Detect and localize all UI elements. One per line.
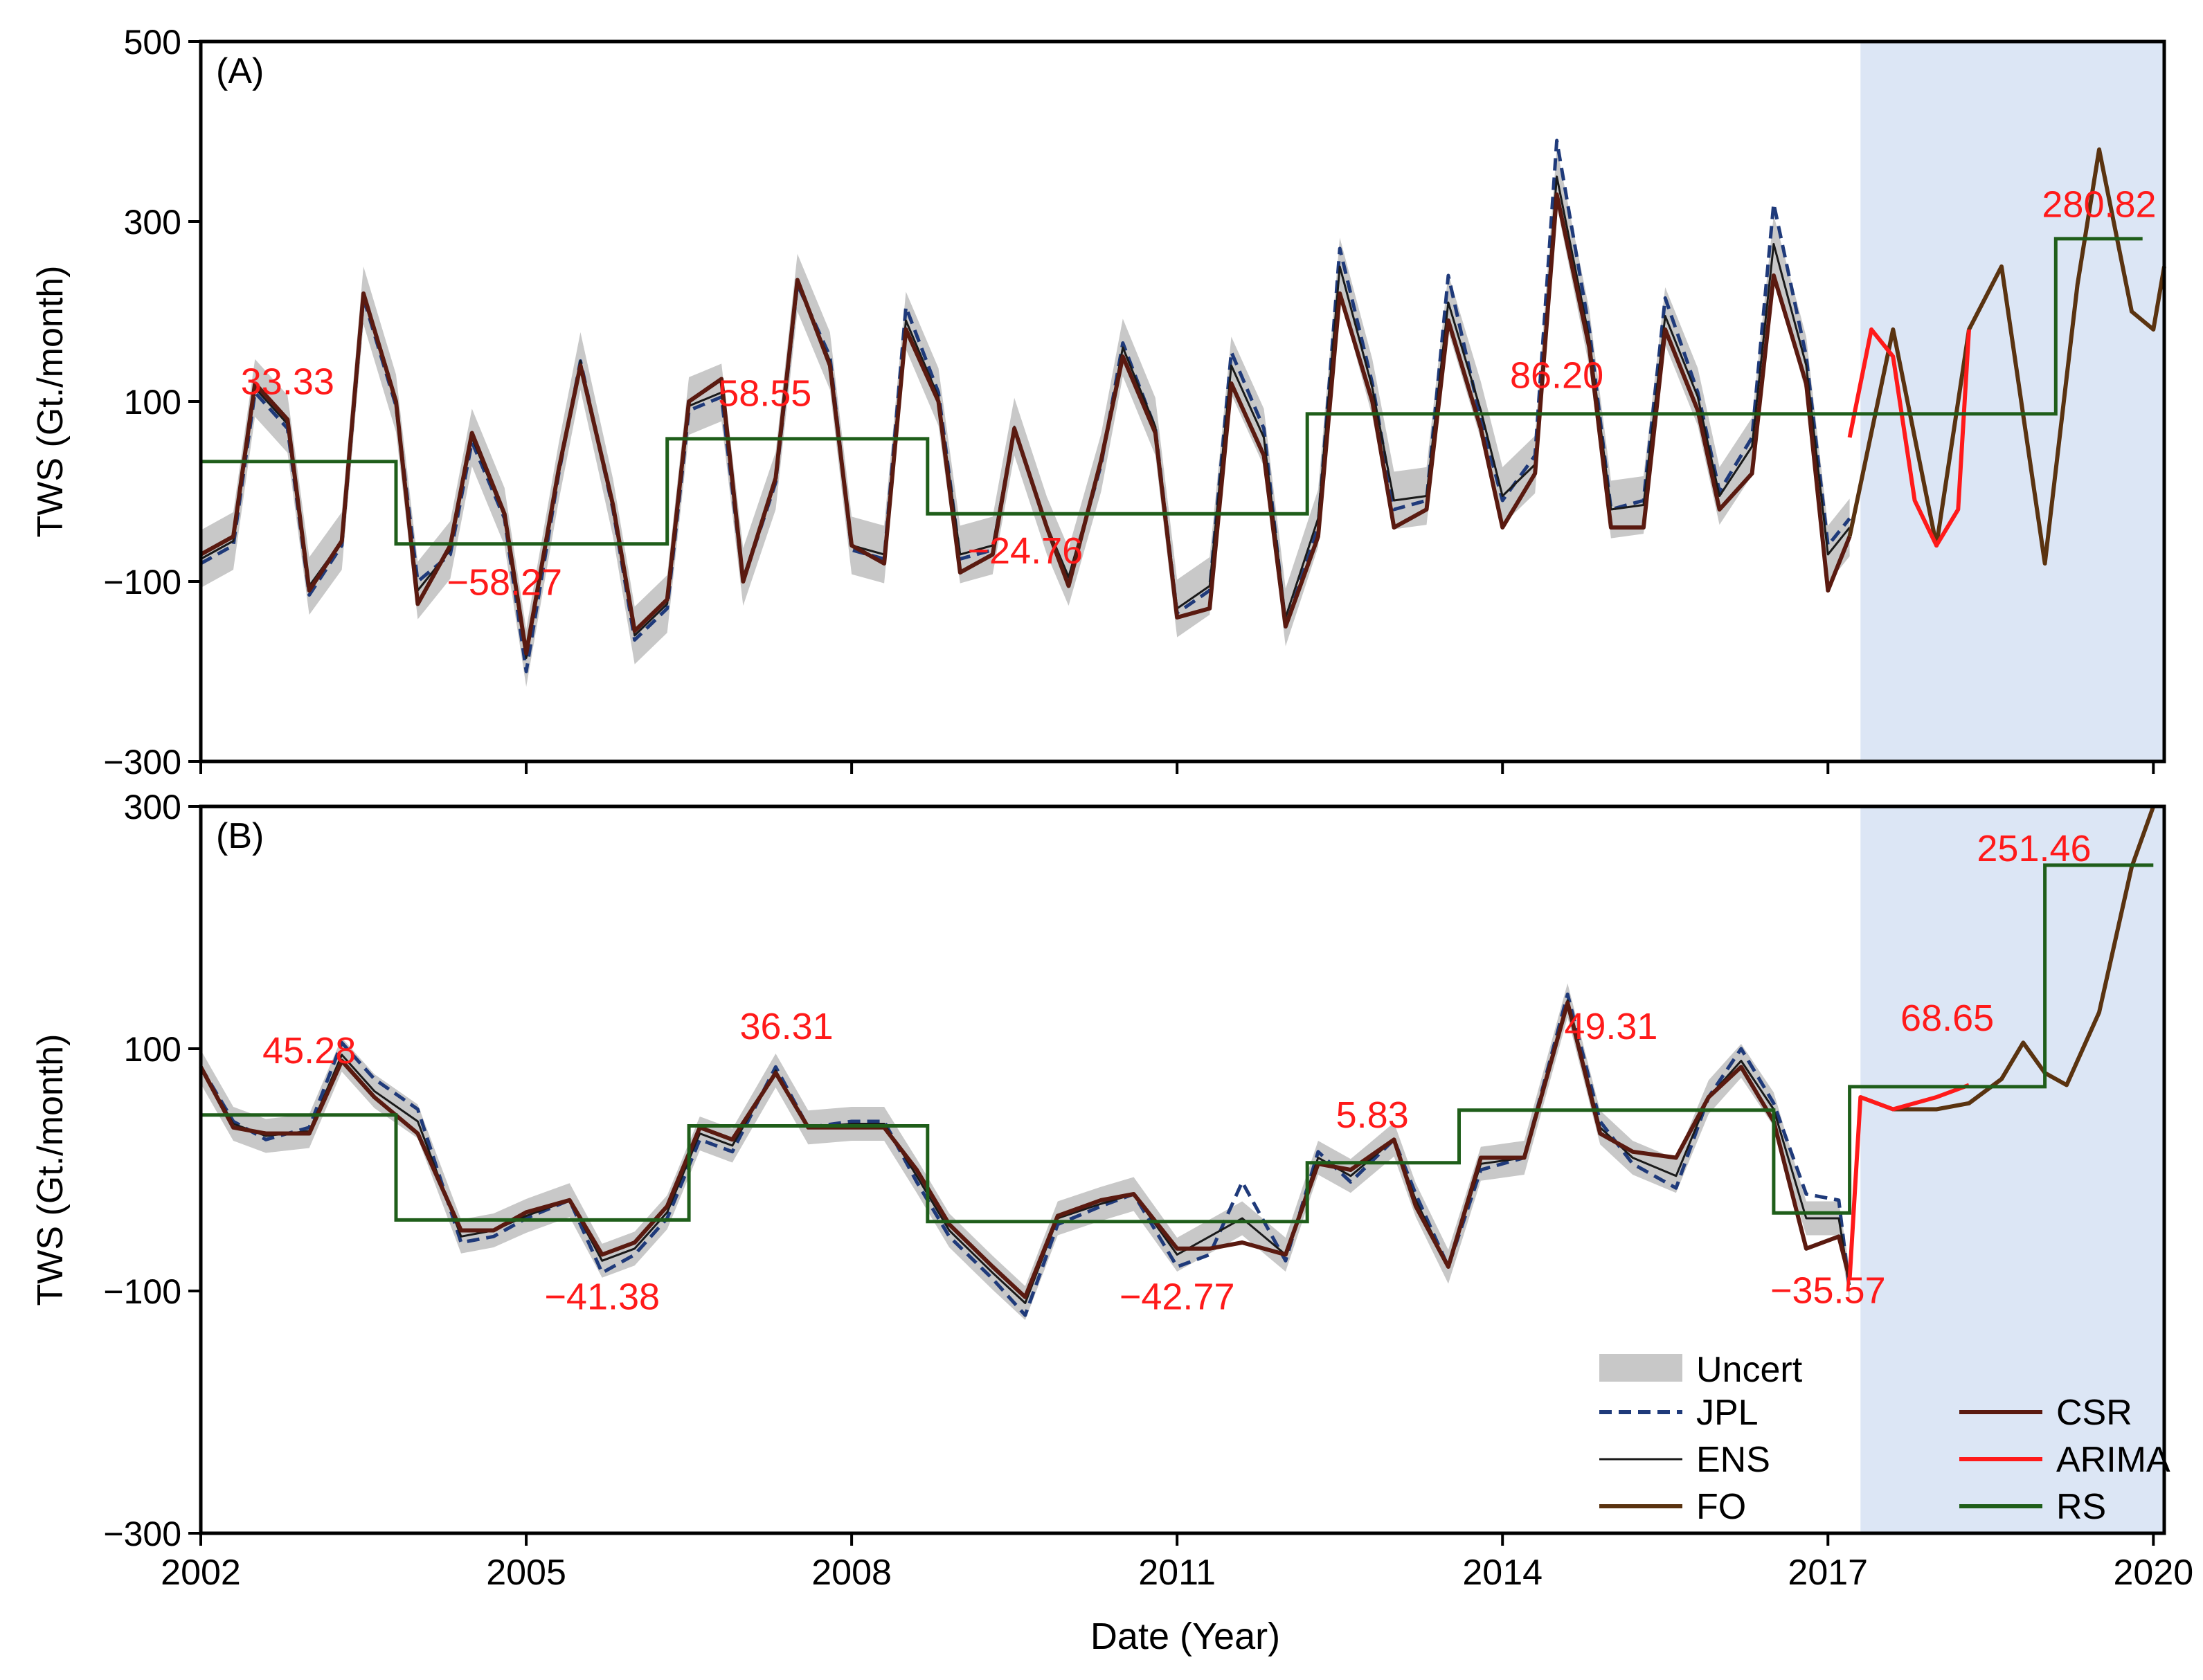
series-fo-line [1860, 805, 2156, 1112]
series-jpl-line [199, 992, 1852, 1317]
rs-value-label: 68.65 [1900, 997, 1994, 1039]
forecast-shaded-region [1860, 42, 2164, 761]
legend-fo-label: FO [1696, 1487, 1746, 1527]
rs-value-label: −35.57 [1770, 1270, 1886, 1312]
y-tick-label: 300 [124, 203, 181, 242]
x-tick-label: 2008 [811, 1553, 892, 1593]
legend-ens-label: ENS [1696, 1440, 1770, 1480]
x-axis-label: Date (Year) [1090, 1616, 1280, 1657]
x-tick-label: 2005 [486, 1553, 566, 1593]
rs-value-label: 5.83 [1336, 1094, 1409, 1136]
uncert-band [201, 147, 1850, 687]
rs-value-label: 45.28 [262, 1030, 356, 1072]
rs-value-label: 86.20 [1510, 355, 1603, 397]
plot-frame [199, 804, 2166, 1535]
y-tick-label: 300 [124, 788, 181, 827]
x-tick-label: 2011 [1138, 1553, 1216, 1593]
x-tick-label: 2020 [2113, 1553, 2193, 1593]
legend-uncert-label: Uncert [1696, 1350, 1803, 1390]
x-tick-label: 2002 [161, 1553, 241, 1593]
x-tick-label: 2017 [1788, 1553, 1868, 1593]
panel-label: (A) [216, 51, 264, 91]
rs-value-label: 33.33 [241, 361, 334, 403]
rs-value-label: −58.27 [447, 562, 562, 604]
rs-value-label: 251.46 [1977, 828, 2091, 869]
series-arima-line [1847, 327, 1971, 548]
legend-rs-label: RS [2056, 1487, 2106, 1527]
rs-value-label: 58.55 [718, 373, 811, 415]
y-tick-label: 100 [124, 1030, 181, 1069]
panel-a: 33.33 −58.27 58.55 −24.76 86.20 280.82 500 300 1… [30, 23, 2166, 782]
rs-value-label: 36.31 [740, 1006, 834, 1047]
y-axis-label: TWS (Gt./month) [30, 266, 71, 538]
rs-value-label: 49.31 [1564, 1006, 1657, 1047]
y-tick-label: −100 [103, 563, 181, 602]
rs-value-label: −42.77 [1120, 1276, 1235, 1317]
rs-value-label: −41.38 [544, 1276, 660, 1317]
series-csr-line [199, 192, 1852, 656]
y-tick-label: 100 [124, 383, 181, 422]
rs-value-label: 280.82 [2042, 184, 2156, 226]
x-tick-label: 2014 [1462, 1553, 1543, 1593]
y-tick-label: 500 [124, 23, 181, 62]
legend-arima-label: ARIMA [2056, 1440, 2170, 1480]
series-csr-line [199, 1000, 1852, 1299]
y-tick-label: −300 [103, 1515, 181, 1553]
y-tick-label: −300 [103, 743, 181, 782]
panel-b: 45.28 −41.38 36.31 −42.77 5.83 49.31 68.65 −35.… [30, 788, 2193, 1593]
series-arima-line [1847, 1083, 1970, 1279]
series-fo-line [1847, 147, 2166, 566]
series-rs-step-line [201, 863, 2154, 1224]
y-tick-label: −100 [103, 1272, 181, 1311]
panel-label: (B) [216, 816, 264, 856]
legend-csr-label: CSR [2056, 1393, 2132, 1433]
uncert-band [201, 983, 1850, 1320]
y-axis-label: TWS (Gt./month) [30, 1034, 71, 1306]
series-rs-step-line [201, 237, 2143, 546]
legend-jpl-label: JPL [1696, 1393, 1759, 1433]
rs-value-label: −24.76 [967, 530, 1083, 572]
legend-uncert-swatch [1599, 1354, 1682, 1382]
